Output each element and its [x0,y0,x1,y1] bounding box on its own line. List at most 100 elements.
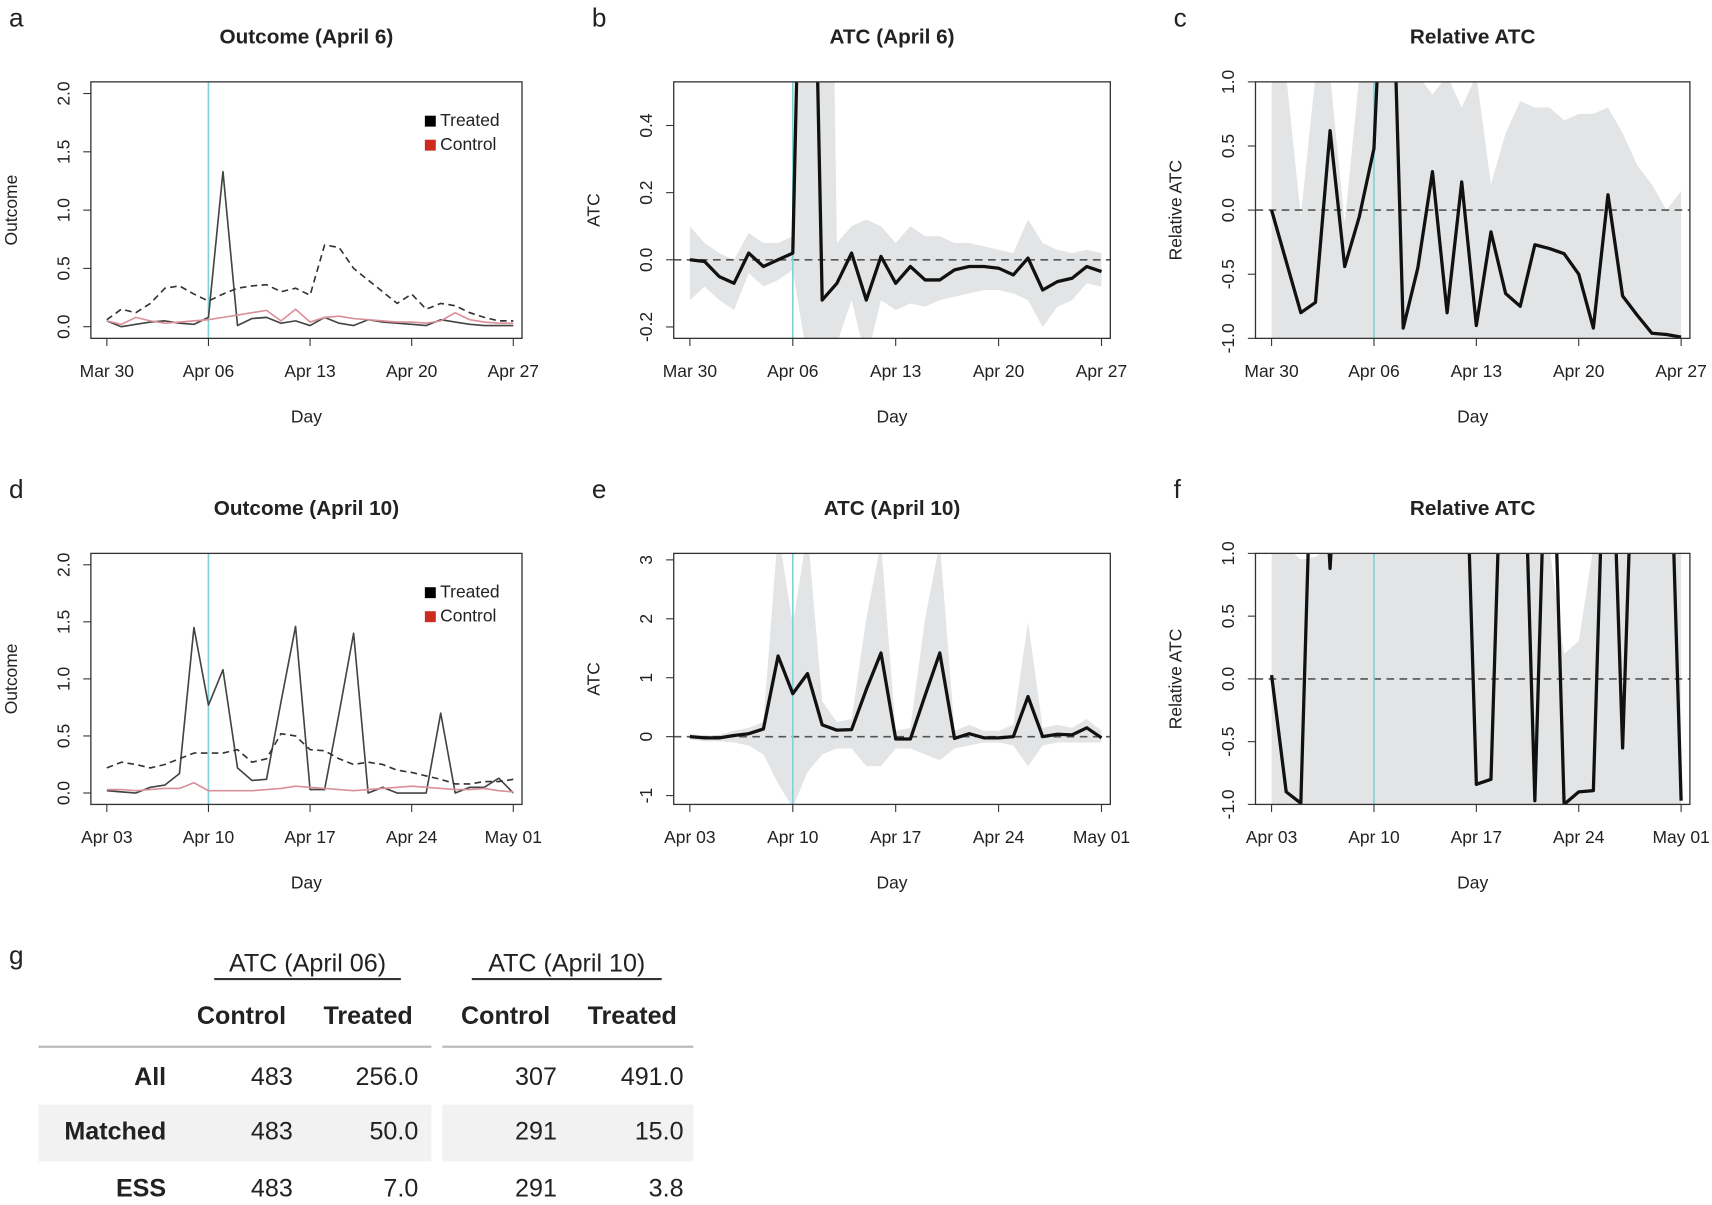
chart-title: ATC (April 10) [824,497,961,520]
table-cell: 483 [251,1063,293,1091]
y-tick-label: 1.0 [1218,541,1238,566]
x-tick-label: Apr 20 [1553,361,1605,381]
y-axis-label: Outcome [1,643,21,714]
y-tick-label: 0.0 [1218,198,1238,223]
x-tick-label: Apr 27 [1655,361,1706,381]
y-tick-label: 0.5 [1218,604,1238,628]
x-tick-label: Apr 03 [81,827,132,847]
panel-letter: b [592,3,607,33]
y-axis-label: Outcome [1,175,21,246]
y-tick-label: -0.2 [636,312,656,342]
confidence-band [1271,81,1682,339]
table-cell: 15.0 [635,1118,684,1146]
series-line [1269,553,1683,805]
y-axis-label: Relative ATC [1166,629,1186,730]
x-tick-label: May 01 [1073,827,1130,847]
y-tick-label: 3 [636,555,656,565]
series-line [106,170,514,328]
x-tick-label: Mar 30 [1244,361,1299,381]
x-axis-label: Day [876,407,907,427]
panel-letter: d [9,474,24,504]
series-line [106,732,514,785]
y-tick-label: 0.4 [636,113,656,138]
legend-label: Treated [440,581,500,601]
row-stripe [38,1104,432,1162]
table-cell: 256.0 [356,1063,419,1091]
row-label: Matched [64,1118,166,1146]
chart-title: Relative ATC [1410,497,1536,520]
y-axis-label: ATC [584,662,604,696]
y-tick-label: 0.5 [1218,134,1238,158]
y-tick-label: 1 [636,673,656,683]
series-line [106,244,514,322]
row-label: All [134,1063,166,1091]
series-line [689,651,1103,741]
y-tick-label: 0 [636,732,656,742]
series-line [106,308,514,326]
legend-swatch [424,115,436,127]
y-tick-label: -1.0 [1218,323,1238,353]
x-axis-label: Day [876,873,907,893]
x-tick-label: Mar 30 [80,361,135,381]
column-header: Treated [323,1002,412,1030]
x-tick-label: Apr 20 [973,361,1025,381]
table-cell: 7.0 [383,1174,418,1202]
y-axis-label: ATC [584,193,604,227]
chart-title: Outcome (April 10) [214,497,399,520]
legend-swatch [424,139,436,151]
x-tick-label: Apr 13 [870,361,921,381]
x-tick-label: Apr 24 [973,827,1025,847]
confidence-band [689,81,1102,339]
panel-letter: f [1174,474,1182,504]
x-axis-label: Day [291,407,322,427]
y-tick-label: 2.0 [53,81,73,106]
plot-frame [673,552,1111,806]
confidence-band [689,553,1102,805]
x-tick-label: Apr 06 [183,361,234,381]
chart-title: Relative ATC [1410,26,1536,49]
column-header: Treated [588,1002,677,1030]
legend-label: Treated [440,110,500,130]
y-tick-label: 0.0 [636,247,656,272]
x-tick-label: Apr 10 [1348,827,1400,847]
x-tick-label: Mar 30 [663,361,718,381]
panel-letter: e [592,474,607,504]
table-cell: 291 [515,1118,557,1146]
x-tick-label: Apr 03 [664,827,715,847]
legend-label: Control [440,605,496,625]
legend-swatch [424,611,436,623]
y-tick-label: -0.5 [1218,259,1238,289]
x-tick-label: Apr 27 [488,361,539,381]
plot-frame [673,81,1111,340]
x-tick-label: Apr 13 [1451,361,1502,381]
x-tick-label: Apr 24 [1553,827,1605,847]
x-axis-label: Day [1457,407,1488,427]
y-tick-label: 0.0 [53,781,73,806]
chart-title: Outcome (April 6) [220,26,394,49]
x-tick-label: Apr 13 [284,361,335,381]
y-tick-label: 0.5 [53,724,73,748]
column-header: Control [197,1002,286,1030]
y-tick-label: 0.2 [636,181,656,205]
series-line [1269,81,1682,339]
y-tick-label: 1.0 [53,198,73,223]
column-header: Control [461,1002,550,1030]
panel-letter: a [9,3,24,33]
y-tick-label: 1.5 [53,610,73,634]
x-tick-label: Apr 17 [870,827,921,847]
x-tick-label: May 01 [485,827,542,847]
table-cell: 307 [515,1063,557,1091]
y-tick-label: 1.0 [1218,69,1238,94]
x-tick-label: May 01 [1653,827,1710,847]
table-cell: 483 [251,1174,293,1202]
legend-label: Control [440,134,496,154]
table-cell: 291 [515,1174,557,1202]
x-tick-label: Apr 03 [1246,827,1297,847]
x-tick-label: Apr 10 [183,827,235,847]
table-cell: 3.8 [649,1174,684,1202]
y-tick-label: 2 [636,614,656,624]
panel-letter: c [1174,3,1187,33]
x-tick-label: Apr 10 [767,827,819,847]
table-cell: 483 [251,1118,293,1146]
